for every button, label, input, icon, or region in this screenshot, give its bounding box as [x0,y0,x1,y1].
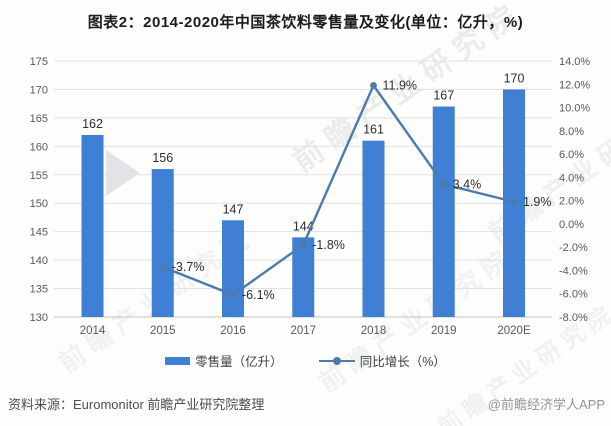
bar-2018 [362,140,385,317]
y-axis-tick-right: 10.0% [559,103,590,115]
legend-item-line: 同比增长（%） [318,351,446,370]
y-axis-tick-right: 12.0% [559,79,590,91]
y-axis-tick-left: 155 [30,170,48,182]
y-axis-tick-left: 175 [30,56,48,68]
legend-bar-label: 零售量（亿升） [195,355,283,369]
x-axis-tick: 2020E [497,325,531,337]
line-point [510,198,518,206]
y-axis-tick-left: 130 [30,312,48,324]
line-value-label: 11.9% [383,78,418,92]
y-axis-tick-right: -8.0% [559,312,588,324]
y-axis-tick-right: 2.0% [559,196,584,208]
source-text: 资料来源：Euromonitor 前瞻产业研究院整理 [8,397,265,412]
bar-value-label: 170 [504,71,525,85]
credit-text: @前瞻经济学人APP [487,397,605,412]
chart-title: 图表2：2014-2020年中国茶饮料零售量及变化(单位：亿升，%) [87,14,524,31]
line-point [299,241,307,249]
growth-line [162,84,515,297]
y-axis-tick-right: -4.0% [559,265,588,277]
legend: 零售量（亿升） 同比增长（%） [0,351,611,370]
line-value-label: -1.8% [312,238,345,252]
x-axis-tick: 2019 [431,325,457,337]
y-axis-tick-left: 140 [30,255,48,267]
line-value-label: 3.4% [453,177,482,191]
bar-2014 [81,134,104,317]
line-value-label: 1.9% [523,195,552,209]
y-axis-tick-left: 135 [30,284,48,296]
y-axis-tick-left: 150 [30,198,48,210]
bar-2015 [151,169,174,317]
legend-line-marker [332,356,341,365]
chart-plot: 130 135 140 145 150 155 160 165 170 175 -8.0% -6.0%… [30,56,591,337]
y-axis-tick-left: 165 [30,113,48,125]
legend-line-label: 同比增长（%） [359,355,446,369]
y-axis-tick-right: 8.0% [559,126,584,138]
x-axis-tick: 2015 [150,325,176,337]
bar-value-label: 144 [293,219,314,233]
y-axis-tick-right: -6.0% [559,289,588,301]
y-axis-tick-right: 6.0% [559,149,584,161]
legend-line-swatch-icon [318,356,355,366]
bar-2016 [222,220,244,317]
bar-value-label: 162 [82,117,103,131]
line-point [159,263,167,271]
bar-2019 [432,106,455,317]
y-axis-tick-right: -2.0% [559,242,588,254]
y-axis-tick-left: 170 [30,84,48,96]
y-axis-tick-right: 4.0% [559,172,584,184]
y-axis-tick-left: 145 [30,227,48,239]
bar-value-label: 156 [152,151,173,165]
x-axis-tick: 2016 [220,325,246,337]
x-axis-tick: 2014 [80,325,106,337]
bar-value-label: 167 [433,89,454,103]
bar-value-label: 147 [223,202,244,216]
bar-value-label: 161 [363,123,384,137]
line-point [229,291,237,299]
y-axis-tick-right: 14.0% [559,56,590,68]
legend-item-bar: 零售量（亿升） [165,351,283,370]
line-value-label: -3.7% [172,260,205,274]
bar-2017 [292,237,315,317]
x-axis-tick: 2017 [290,325,316,337]
legend-bar-swatch-icon [165,356,191,365]
y-axis-tick-left: 160 [30,141,48,153]
x-axis-tick: 2018 [361,325,387,337]
line-point [370,82,377,89]
line-point [440,180,448,188]
line-value-label: -6.1% [242,288,275,302]
y-axis-tick-right: 0.0% [559,219,584,231]
